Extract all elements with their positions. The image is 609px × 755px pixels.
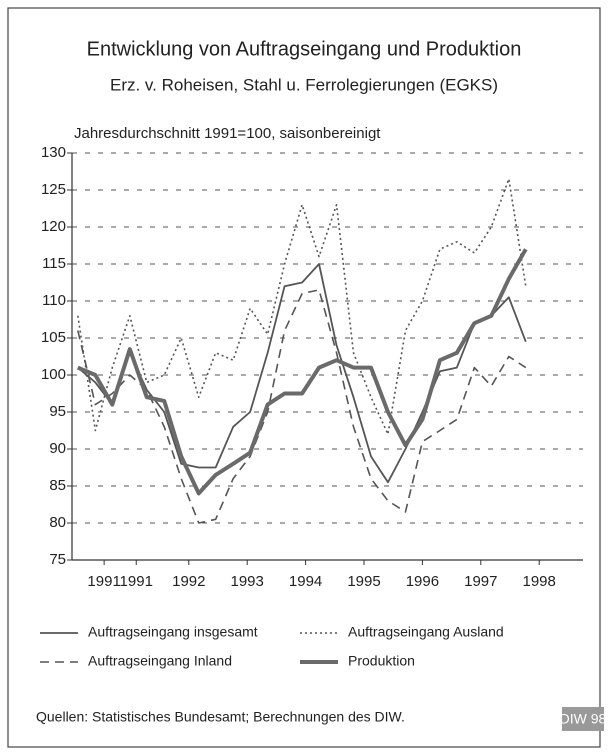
x-tick-label: 1993 (231, 573, 264, 590)
y-tick-label: 95 (49, 403, 66, 420)
frame (7, 7, 601, 748)
y-tick-label: 85 (49, 477, 66, 494)
y-axis-label: Jahresdurchschnitt 1991=100, saisonberei… (74, 125, 381, 142)
x-tick-label: 1998 (523, 573, 556, 590)
y-tick-label: 125 (41, 181, 66, 198)
legend-label: Produktion (348, 653, 415, 669)
y-tick-label: 100 (41, 366, 66, 383)
x-tick-label: 1994 (289, 573, 322, 590)
chart-subtitle: Erz. v. Roheisen, Stahl u. Ferrolegierun… (110, 75, 498, 94)
source-note: Quellen: Statistisches Bundesamt; Berech… (36, 709, 405, 725)
y-tick-label: 120 (41, 218, 66, 235)
legend-label: Auftragseingang insgesamt (88, 624, 258, 640)
badge-box (562, 707, 604, 731)
y-tick-label: 75 (49, 551, 66, 568)
y-tick-label: 115 (42, 255, 66, 272)
x-tick-label: 1997 (464, 573, 497, 590)
y-tick-label: 90 (49, 440, 66, 457)
y-tick-label: 80 (49, 514, 66, 531)
legend-label: Auftragseingang Ausland (348, 624, 504, 640)
y-tick-label: 110 (42, 292, 66, 309)
x-tick-label: 1991 (87, 573, 120, 590)
x-tick-label: 1992 (172, 573, 205, 590)
chart-title: Entwicklung von Auftragseingang und Prod… (87, 38, 522, 60)
x-tick-label: 1996 (406, 573, 439, 590)
y-tick-label: 105 (41, 329, 66, 346)
series-line (77, 289, 527, 524)
series-line (77, 248, 528, 496)
legend-label: Auftragseingang Inland (88, 653, 232, 669)
series-line (77, 178, 527, 435)
x-tick-label: 1995 (347, 573, 380, 590)
x-tick-label: 1991 (120, 573, 153, 590)
y-tick-label: 130 (41, 144, 66, 161)
badge: DIW 98 (560, 711, 607, 727)
